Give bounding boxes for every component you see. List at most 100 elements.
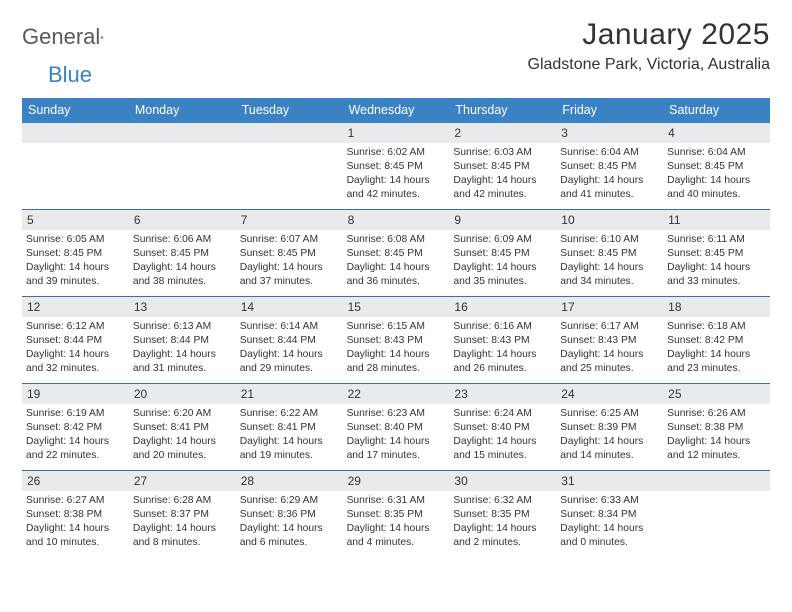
sunset-text: Sunset: 8:41 PM xyxy=(240,421,339,435)
date-number: 12 xyxy=(22,297,129,317)
date-number xyxy=(129,123,236,143)
date-number: 2 xyxy=(449,123,556,143)
sunrise-text: Sunrise: 6:20 AM xyxy=(133,407,232,421)
daylight-text: Daylight: 14 hours and 0 minutes. xyxy=(560,522,659,550)
daylight-text: Daylight: 14 hours and 29 minutes. xyxy=(240,348,339,376)
sunrise-text: Sunrise: 6:33 AM xyxy=(560,494,659,508)
day-cell: 9Sunrise: 6:09 AMSunset: 8:45 PMDaylight… xyxy=(449,210,556,296)
logo-text-general: General xyxy=(22,24,100,50)
sunset-text: Sunset: 8:45 PM xyxy=(453,247,552,261)
sunset-text: Sunset: 8:35 PM xyxy=(347,508,446,522)
date-number xyxy=(236,123,343,143)
sunrise-text: Sunrise: 6:23 AM xyxy=(347,407,446,421)
day-cell: 12Sunrise: 6:12 AMSunset: 8:44 PMDayligh… xyxy=(22,297,129,383)
day-cell: 11Sunrise: 6:11 AMSunset: 8:45 PMDayligh… xyxy=(663,210,770,296)
date-number: 10 xyxy=(556,210,663,230)
sunrise-text: Sunrise: 6:22 AM xyxy=(240,407,339,421)
day-cell: 18Sunrise: 6:18 AMSunset: 8:42 PMDayligh… xyxy=(663,297,770,383)
date-number: 21 xyxy=(236,384,343,404)
daylight-text: Daylight: 14 hours and 8 minutes. xyxy=(133,522,232,550)
date-number: 31 xyxy=(556,471,663,491)
date-number: 17 xyxy=(556,297,663,317)
sunrise-text: Sunrise: 6:19 AM xyxy=(26,407,125,421)
sunset-text: Sunset: 8:44 PM xyxy=(26,334,125,348)
day-cell: 25Sunrise: 6:26 AMSunset: 8:38 PMDayligh… xyxy=(663,384,770,470)
sunset-text: Sunset: 8:36 PM xyxy=(240,508,339,522)
day-header-sat: Saturday xyxy=(663,98,770,123)
day-header-row: Sunday Monday Tuesday Wednesday Thursday… xyxy=(22,98,770,123)
day-header-sun: Sunday xyxy=(22,98,129,123)
weeks-container: 1Sunrise: 6:02 AMSunset: 8:45 PMDaylight… xyxy=(22,123,770,557)
sunset-text: Sunset: 8:43 PM xyxy=(453,334,552,348)
day-cell: 4Sunrise: 6:04 AMSunset: 8:45 PMDaylight… xyxy=(663,123,770,209)
date-number: 28 xyxy=(236,471,343,491)
day-cell xyxy=(129,123,236,209)
week-row: 19Sunrise: 6:19 AMSunset: 8:42 PMDayligh… xyxy=(22,384,770,471)
day-cell: 16Sunrise: 6:16 AMSunset: 8:43 PMDayligh… xyxy=(449,297,556,383)
sunrise-text: Sunrise: 6:03 AM xyxy=(453,146,552,160)
week-row: 5Sunrise: 6:05 AMSunset: 8:45 PMDaylight… xyxy=(22,210,770,297)
date-number: 15 xyxy=(343,297,450,317)
daylight-text: Daylight: 14 hours and 6 minutes. xyxy=(240,522,339,550)
month-title: January 2025 xyxy=(528,18,771,52)
week-row: 12Sunrise: 6:12 AMSunset: 8:44 PMDayligh… xyxy=(22,297,770,384)
sunset-text: Sunset: 8:44 PM xyxy=(133,334,232,348)
sunrise-text: Sunrise: 6:32 AM xyxy=(453,494,552,508)
sunset-text: Sunset: 8:41 PM xyxy=(133,421,232,435)
daylight-text: Daylight: 14 hours and 28 minutes. xyxy=(347,348,446,376)
date-number: 5 xyxy=(22,210,129,230)
sunrise-text: Sunrise: 6:14 AM xyxy=(240,320,339,334)
location-subtitle: Gladstone Park, Victoria, Australia xyxy=(528,56,771,74)
daylight-text: Daylight: 14 hours and 15 minutes. xyxy=(453,435,552,463)
daylight-text: Daylight: 14 hours and 2 minutes. xyxy=(453,522,552,550)
week-row: 26Sunrise: 6:27 AMSunset: 8:38 PMDayligh… xyxy=(22,471,770,557)
daylight-text: Daylight: 14 hours and 42 minutes. xyxy=(347,174,446,202)
sunset-text: Sunset: 8:37 PM xyxy=(133,508,232,522)
calendar: Sunday Monday Tuesday Wednesday Thursday… xyxy=(22,98,770,557)
day-cell: 30Sunrise: 6:32 AMSunset: 8:35 PMDayligh… xyxy=(449,471,556,557)
sunset-text: Sunset: 8:45 PM xyxy=(560,160,659,174)
day-cell: 6Sunrise: 6:06 AMSunset: 8:45 PMDaylight… xyxy=(129,210,236,296)
sunrise-text: Sunrise: 6:02 AM xyxy=(347,146,446,160)
logo-text-blue: Blue xyxy=(22,62,92,88)
sunset-text: Sunset: 8:34 PM xyxy=(560,508,659,522)
date-number: 7 xyxy=(236,210,343,230)
sunset-text: Sunset: 8:45 PM xyxy=(240,247,339,261)
logo: General xyxy=(22,18,124,50)
sunrise-text: Sunrise: 6:09 AM xyxy=(453,233,552,247)
sunrise-text: Sunrise: 6:16 AM xyxy=(453,320,552,334)
sunrise-text: Sunrise: 6:15 AM xyxy=(347,320,446,334)
date-number: 9 xyxy=(449,210,556,230)
sunrise-text: Sunrise: 6:31 AM xyxy=(347,494,446,508)
daylight-text: Daylight: 14 hours and 42 minutes. xyxy=(453,174,552,202)
sunset-text: Sunset: 8:45 PM xyxy=(347,160,446,174)
daylight-text: Daylight: 14 hours and 37 minutes. xyxy=(240,261,339,289)
sunset-text: Sunset: 8:43 PM xyxy=(347,334,446,348)
day-cell: 31 Sunrise: 6:33 AMSunset: 8:34 PMDayligh… xyxy=(556,471,663,557)
daylight-text: Daylight: 14 hours and 12 minutes. xyxy=(667,435,766,463)
daylight-text: Daylight: 14 hours and 14 minutes. xyxy=(560,435,659,463)
daylight-text: Daylight: 14 hours and 23 minutes. xyxy=(667,348,766,376)
daylight-text: Daylight: 14 hours and 4 minutes. xyxy=(347,522,446,550)
date-number: 20 xyxy=(129,384,236,404)
date-number: 29 xyxy=(343,471,450,491)
daylight-text: Daylight: 14 hours and 10 minutes. xyxy=(26,522,125,550)
sunset-text: Sunset: 8:45 PM xyxy=(26,247,125,261)
sunset-text: Sunset: 8:45 PM xyxy=(133,247,232,261)
daylight-text: Daylight: 14 hours and 19 minutes. xyxy=(240,435,339,463)
sunrise-text: Sunrise: 6:24 AM xyxy=(453,407,552,421)
date-number: 22 xyxy=(343,384,450,404)
date-number: 4 xyxy=(663,123,770,143)
day-cell: 7Sunrise: 6:07 AMSunset: 8:45 PMDaylight… xyxy=(236,210,343,296)
day-cell: 19Sunrise: 6:19 AMSunset: 8:42 PMDayligh… xyxy=(22,384,129,470)
date-number xyxy=(663,471,770,491)
day-cell xyxy=(236,123,343,209)
day-header-tue: Tuesday xyxy=(236,98,343,123)
sunset-text: Sunset: 8:38 PM xyxy=(26,508,125,522)
day-cell: 26Sunrise: 6:27 AMSunset: 8:38 PMDayligh… xyxy=(22,471,129,557)
sunset-text: Sunset: 8:42 PM xyxy=(667,334,766,348)
day-cell: 3Sunrise: 6:04 AMSunset: 8:45 PMDaylight… xyxy=(556,123,663,209)
date-number: 3 xyxy=(556,123,663,143)
sunrise-text: Sunrise: 6:25 AM xyxy=(560,407,659,421)
date-number: 1 xyxy=(343,123,450,143)
